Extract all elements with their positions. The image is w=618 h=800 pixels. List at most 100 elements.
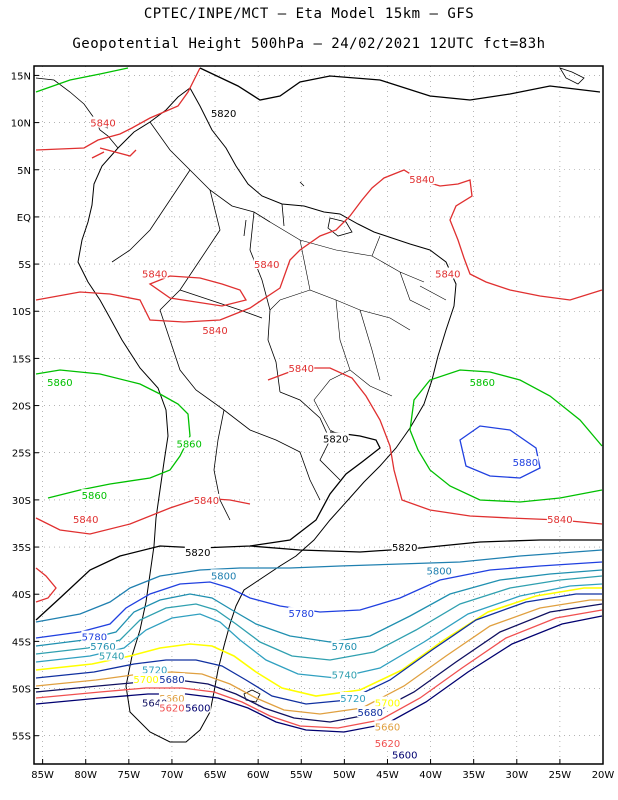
- contour-label-5840: 5840: [289, 364, 314, 375]
- contour-label-5820: 5820: [323, 435, 348, 446]
- contour-label-5800: 5800: [426, 567, 451, 578]
- contour-label-bg: [81, 630, 108, 642]
- lon-label: 20W: [592, 770, 615, 781]
- contour-label-5860: 5860: [176, 439, 201, 450]
- contour-label-5820: 5820: [185, 548, 210, 559]
- contour-label-5720: 5720: [142, 666, 167, 677]
- contour-label-bg: [46, 375, 73, 387]
- lat-label: 55S: [12, 732, 31, 743]
- brazil-state-borders: [269, 221, 447, 441]
- contour-5840-center: [267, 367, 603, 525]
- contour-label-5680: 5680: [358, 708, 383, 719]
- contour-label-bg: [357, 706, 384, 718]
- contour-label-bg: [408, 173, 435, 185]
- contour-5820-south: [249, 539, 602, 553]
- contour-5700: [35, 587, 602, 697]
- contour-label-5840: 5840: [547, 515, 572, 526]
- contour-label-bg: [210, 107, 237, 119]
- lat-label: 30S: [12, 496, 31, 507]
- lon-label: 85W: [31, 770, 54, 781]
- contour-label-5700: 5700: [375, 699, 400, 710]
- contour-label-bg: [374, 737, 401, 749]
- contour-label-bg: [210, 569, 237, 581]
- lon-label: 55W: [290, 770, 313, 781]
- contour-5740: [35, 575, 603, 661]
- lon-label: 40W: [419, 770, 442, 781]
- lat-label: 5S: [18, 260, 31, 271]
- contour-label-bg: [374, 720, 401, 732]
- contour-label-bg: [469, 375, 496, 387]
- contour-label-5780: 5780: [82, 633, 107, 644]
- contour-5840-west: [35, 567, 57, 603]
- contour-label-bg: [202, 324, 229, 336]
- contour-label-bg: [141, 663, 168, 675]
- contour-label-5640: 5640: [142, 699, 167, 710]
- contour-label-5760: 5760: [90, 642, 115, 653]
- lat-label: 25S: [12, 449, 31, 460]
- contour-label-bg: [193, 493, 220, 505]
- contour-label-5840: 5840: [142, 270, 167, 281]
- lon-label: 80W: [74, 770, 97, 781]
- contour-5640: [35, 603, 603, 723]
- map-frame: [33, 65, 604, 765]
- contour-label-bg: [322, 432, 349, 444]
- lat-label: 35S: [12, 543, 31, 554]
- lat-label: 15S: [12, 354, 31, 365]
- contour-5880: [459, 425, 541, 479]
- lat-label: 40S: [12, 590, 31, 601]
- contour-label-5840: 5840: [73, 515, 98, 526]
- lon-label: 65W: [204, 770, 227, 781]
- contour-label-5740: 5740: [332, 670, 357, 681]
- contour-5780: [35, 561, 603, 639]
- contour-5860-atlantic: [409, 369, 603, 503]
- contour-5720: [35, 583, 603, 679]
- contour-label-5800: 5800: [211, 571, 236, 582]
- contour-label-bg: [141, 696, 168, 708]
- contour-label-bg: [288, 361, 315, 373]
- contour-label-bg: [546, 512, 573, 524]
- contour-label-bg: [158, 691, 185, 703]
- contour-label-5760: 5760: [332, 642, 357, 653]
- contour-label-bg: [253, 258, 280, 270]
- contour-5840-blob: [148, 275, 248, 307]
- latitude-labels: 15N 10N 5N EQ 5S 10S 15S 20S 25S 30S 35S 40S 45S 50S 5…: [11, 71, 31, 742]
- contour-label-5820: 5820: [211, 109, 236, 120]
- lon-label: 60W: [247, 770, 270, 781]
- contour-label-bg: [158, 701, 185, 713]
- contour-5620: [35, 609, 603, 729]
- longitude-labels: 85W 80W 75W 70W 65W 60W 55W 50W 45W 40W 35W 30W 25W 2…: [31, 770, 614, 781]
- lat-label: 10N: [11, 119, 31, 130]
- contour-5820-center: [35, 431, 381, 621]
- contour-label-5860: 5860: [470, 378, 495, 389]
- contour-label-5740: 5740: [99, 652, 124, 663]
- contour-label-bg: [288, 607, 315, 619]
- lon-label: 25W: [549, 770, 572, 781]
- contour-label-5840: 5840: [202, 326, 227, 337]
- lon-label: 70W: [161, 770, 184, 781]
- contour-lines: [35, 67, 603, 733]
- country-borders: [111, 121, 341, 521]
- south-america-coastline: [77, 87, 457, 743]
- central-america-coast: [35, 77, 119, 149]
- lon-label: 50W: [333, 770, 356, 781]
- contour-label-5700: 5700: [133, 675, 158, 686]
- lat-label: 5N: [17, 166, 31, 177]
- lat-label: 15N: [11, 71, 31, 82]
- contour-label-5660: 5660: [159, 694, 184, 705]
- contour-5860-pacific: [35, 369, 191, 499]
- contour-label-5620: 5620: [159, 703, 184, 714]
- lon-label: 45W: [376, 770, 399, 781]
- contour-label-bg: [184, 545, 211, 557]
- contour-label-5660: 5660: [375, 722, 400, 733]
- contour-label-5600: 5600: [392, 751, 417, 762]
- contour-5840-pacific: [35, 497, 251, 535]
- lon-label: 35W: [462, 770, 485, 781]
- contour-label-bg: [331, 640, 358, 652]
- contour-5760: [35, 569, 603, 647]
- contour-label-5860: 5860: [47, 378, 72, 389]
- contour-label-bg: [374, 696, 401, 708]
- contour-label-bg: [89, 116, 116, 128]
- contour-label-bg: [158, 673, 185, 685]
- contour-5840-amazon: [35, 169, 603, 323]
- contour-label-bg: [391, 748, 418, 760]
